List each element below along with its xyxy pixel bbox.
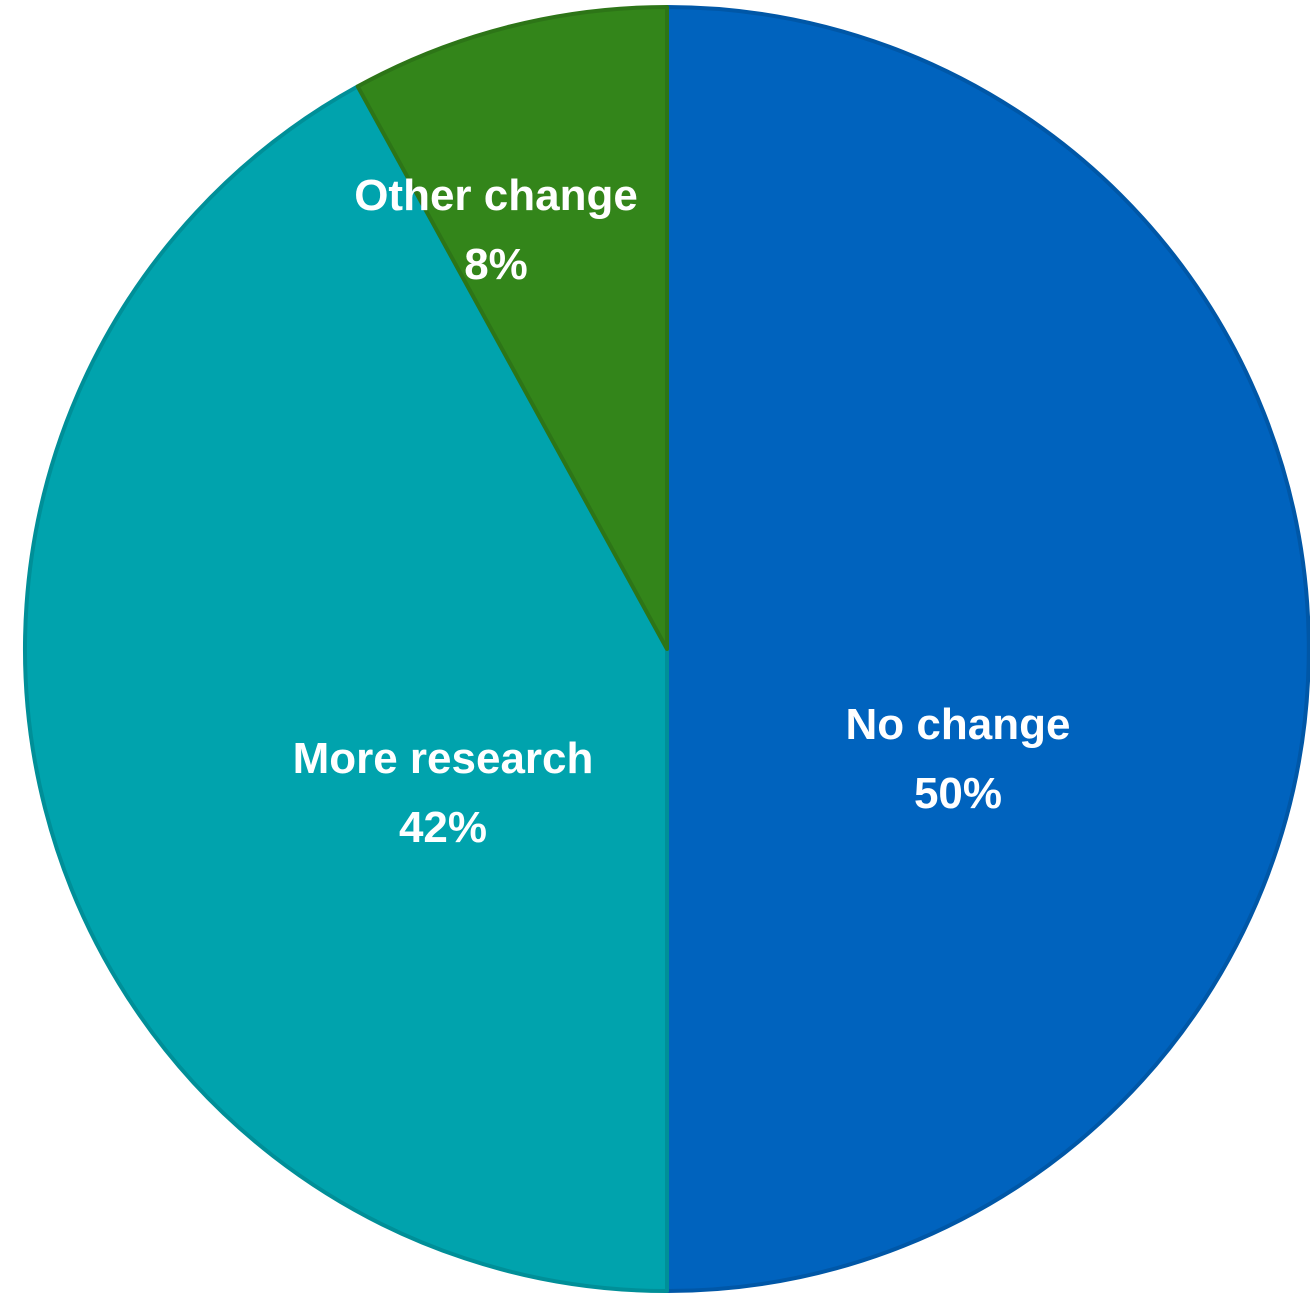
pie-slice-more-research [23,84,669,1293]
pie-label-more-research: More research [293,734,594,783]
pie-slice-other-change [355,5,669,651]
pie-value-label-more-research: 42% [399,803,487,852]
pie-value-label-no-change: 50% [914,769,1002,818]
pie-label-no-change: No change [846,700,1071,749]
pie-slice-no-change [665,5,1310,1293]
labels-layer: No change 50% More research 42% Other change… [293,171,1071,852]
slices-layer [23,5,1310,1293]
pie-label-other-change: Other change [354,171,638,220]
pie-value-label-other-change: 8% [464,240,528,289]
